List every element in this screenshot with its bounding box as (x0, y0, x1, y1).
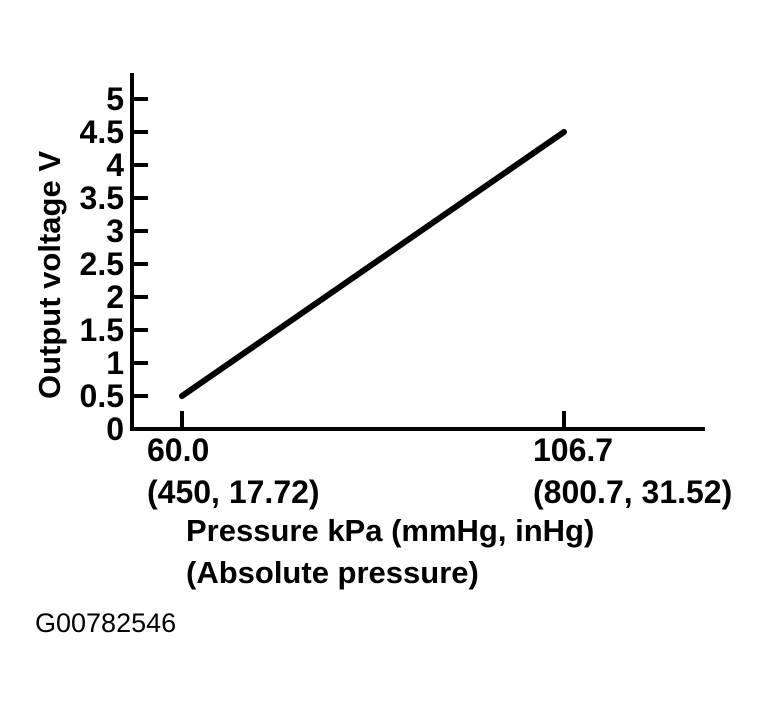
y-tick-label: 1.5 (80, 312, 124, 348)
y-tick-label: 2 (106, 279, 124, 315)
y-tick-label: 0.5 (80, 378, 124, 414)
y-tick-label: 2.5 (80, 246, 124, 282)
y-tick-label: 3 (106, 213, 124, 249)
y-axis-ticks: 00.511.522.533.544.55 (80, 81, 148, 447)
y-tick-label: 4 (106, 147, 124, 183)
y-tick-label: 5 (106, 81, 124, 117)
y-tick-label: 3.5 (80, 180, 124, 216)
figure-code: G00782546 (35, 608, 176, 638)
y-tick-label: 4.5 (80, 114, 124, 150)
x-tick-label: 106.7 (533, 432, 613, 468)
x-axis-ticks: 60.0 (450, 17.72) 106.7 (800.7, 31.52) (147, 411, 732, 510)
y-axis-title: Output voltage V (32, 151, 67, 399)
x-axis-title-line2: (Absolute pressure) (186, 555, 479, 590)
x-tick-sublabel: (450, 17.72) (147, 474, 320, 510)
voltage-data-line (179, 129, 567, 399)
x-tick-label: 60.0 (147, 432, 209, 468)
y-tick-label: 1 (106, 345, 124, 381)
y-tick-label: 0 (106, 411, 124, 447)
x-axis-title-line1: Pressure kPa (mmHg, inHg) (186, 513, 594, 548)
x-tick-sublabel: (800.7, 31.52) (533, 474, 732, 510)
